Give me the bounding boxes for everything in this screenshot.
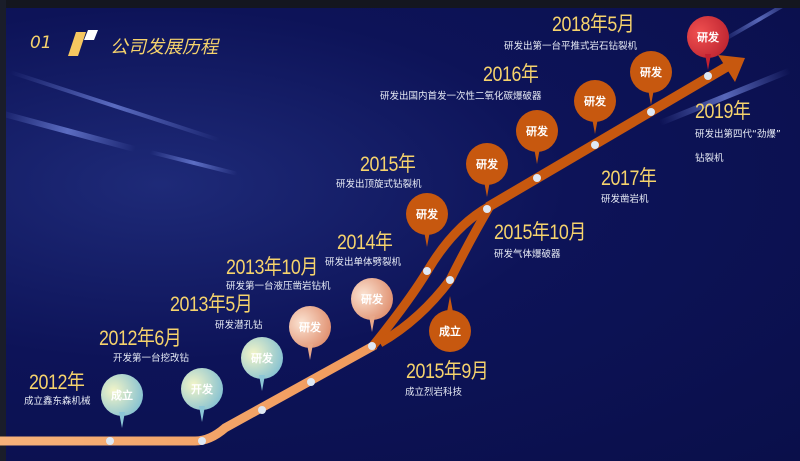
dot [704,72,712,80]
milestone-year: 2015年10月 [494,221,586,244]
pin-2015-10: 研发 [466,143,508,197]
pin-label: 研发 [640,66,662,79]
track-light [0,341,378,446]
milestone-desc: 成立鑫东森机械 [24,396,91,407]
dot [533,174,541,182]
milestone-desc: 研发气体爆破器 [494,249,561,260]
pin-2015-09: 成立 [429,296,471,352]
pin-2012: 成立 [101,374,143,428]
pin-2019: 研发 [687,16,729,70]
pin-label: 研发 [476,158,498,171]
pin-2014: 研发 [351,278,393,332]
dot [647,108,655,116]
dot [483,205,491,213]
milestone-year: 2018年5月 [552,13,635,36]
milestone-desc: 研发出单体劈裂机 [325,257,402,268]
dot [591,141,599,149]
milestone-desc-line2: 钻裂机 [695,153,724,164]
pin-label: 研发 [361,293,383,306]
dot [446,276,454,284]
milestone-year: 2015年9月 [406,360,489,383]
pin-label: 研发 [299,321,321,334]
pin-2012-06: 开发 [181,368,223,422]
pin-2017: 研发 [574,80,616,134]
milestone-year: 2013年5月 [170,293,253,316]
dot [423,267,431,275]
milestone-desc: 研发出顶旋式钻裂机 [336,179,422,190]
pin-2013-10: 研发 [289,306,331,360]
pin-label: 研发 [697,31,719,44]
milestone-desc: 研发出第四代“劲爆” [695,129,781,140]
milestone-year: 2015年 [360,153,416,176]
track-dark [485,61,731,212]
pin-label: 研发 [416,208,438,221]
pin-label: 成立 [111,389,133,402]
milestone-desc: 开发第一台挖改钻 [113,353,190,364]
section-number: 01 [30,33,52,53]
frame [0,0,800,8]
page-title: 公司发展历程 [110,37,218,58]
milestone-desc: 研发潜孔钻 [215,320,263,331]
milestone-desc: 研发第一台液压凿岩钻机 [226,281,331,292]
milestone-desc: 研发出国内首发一次性二氧化碳爆破器 [380,91,542,102]
pin-2013-05: 研发 [241,337,283,391]
pin-label: 成立 [439,325,461,338]
pin-2018-05: 研发 [630,51,672,105]
pin-2016: 研发 [516,110,558,164]
milestone-year: 2016年 [483,63,539,86]
milestone-year: 2013年10月 [226,256,318,279]
pin-label: 研发 [584,95,606,108]
milestone-desc: 研发凿岩机 [601,194,649,205]
dot [307,378,315,386]
dot [106,437,114,445]
dot [198,437,206,445]
milestone-desc: 研发出第一台平推式岩石钻裂机 [504,41,638,52]
arrow-head-icon [718,55,745,82]
milestone-year: 2019年 [695,100,751,123]
pin-label: 研发 [526,125,548,138]
milestone-year: 2012年6月 [99,327,182,350]
milestone-desc: 成立烈岩科技 [405,387,463,398]
pin-label: 研发 [251,352,273,365]
dot [368,342,376,350]
frame [0,0,6,461]
milestone-year: 2014年 [337,231,393,254]
header-logo-icon [68,30,98,56]
milestone-year: 2017年 [601,167,657,190]
pin-label: 开发 [191,383,213,396]
pin-2015: 研发 [406,193,448,247]
dot [258,406,266,414]
milestone-year: 2012年 [29,371,85,394]
timeline-dots [106,72,712,445]
